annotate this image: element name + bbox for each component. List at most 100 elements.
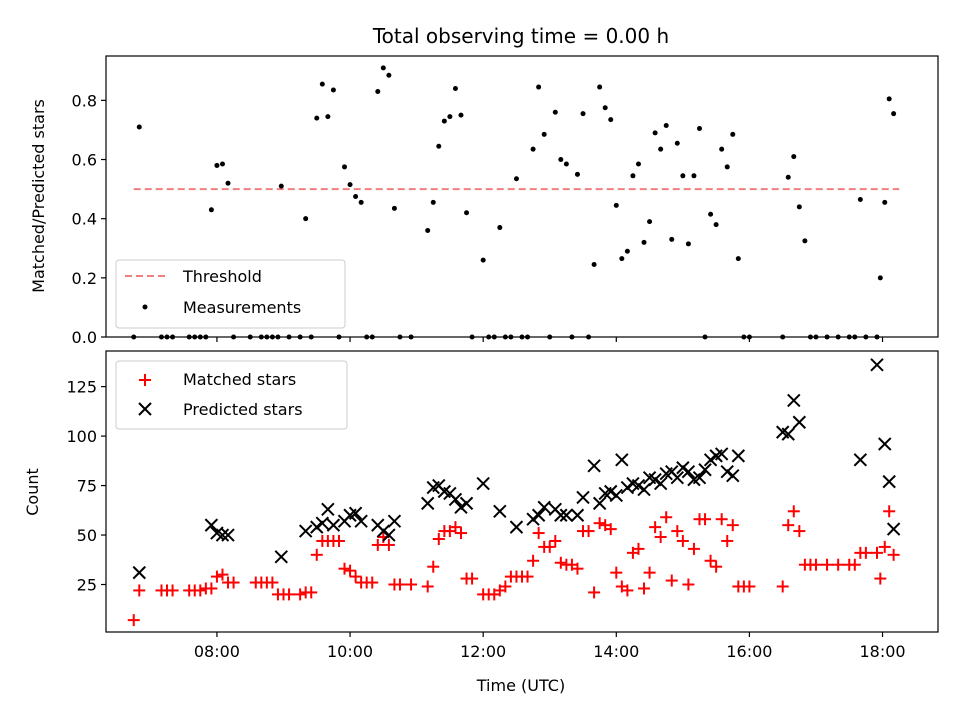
bottom-y-axis-label: Count	[23, 468, 42, 516]
matched-star-point	[210, 570, 223, 583]
top-legend: Threshold Measurements	[115, 259, 346, 329]
predicted-star-b	[476, 476, 490, 491]
predicted-star-b	[310, 520, 324, 534]
predicted-star-point	[420, 496, 435, 511]
predicted-star-b	[620, 480, 635, 495]
predicted-star-point	[882, 474, 896, 489]
predicted-star-b	[853, 453, 868, 467]
measurement-point	[430, 199, 436, 205]
predicted-star-point	[604, 484, 618, 499]
predicted-star-b	[448, 492, 463, 507]
predicted-star-point	[787, 393, 801, 408]
predicted-star-b	[454, 500, 468, 515]
predicted-star-point	[731, 449, 746, 463]
predicted-star-point	[221, 528, 235, 542]
matched-star-point	[266, 576, 279, 589]
matched-star-point	[787, 505, 800, 518]
measurement-point	[680, 173, 686, 179]
measurement-point	[303, 216, 309, 222]
predicted-star-b	[626, 476, 640, 491]
matched-star-point	[166, 584, 179, 597]
bottom-x-tick-label: 10:00	[327, 642, 373, 661]
predicted-star-point	[878, 437, 892, 451]
measurement-point	[730, 131, 736, 137]
measurement-point	[674, 140, 680, 146]
predicted-star-point	[215, 528, 230, 542]
measurement-point	[278, 183, 284, 189]
predicted-star-b	[509, 520, 524, 534]
matched-star-point	[743, 580, 756, 593]
bottom-x-tick-label: 18:00	[859, 642, 905, 661]
measurement-point	[497, 225, 503, 231]
matched-star-point	[610, 566, 623, 579]
chart-title: Total observing time = 0.00 h	[372, 24, 669, 48]
matched-star-point	[382, 538, 395, 551]
predicted-star-b	[537, 500, 551, 515]
predicted-star-point	[493, 504, 507, 518]
measurements-series	[131, 65, 897, 340]
measurement-point	[602, 105, 608, 111]
measurement-point	[225, 180, 231, 186]
measurement-point	[580, 111, 586, 117]
measurement-point	[619, 256, 625, 262]
predicted-star-point	[576, 490, 590, 505]
predicted-star-b	[554, 508, 568, 522]
measurement-point	[219, 161, 225, 167]
measurement-point	[342, 164, 348, 170]
predicted-star-point	[714, 447, 729, 461]
measurement-point	[882, 199, 888, 205]
measurement-point	[330, 87, 336, 93]
matched-star-point	[870, 546, 883, 559]
predicted-star-point	[592, 496, 607, 511]
measurement-point	[208, 207, 214, 213]
matched-star-point	[432, 532, 445, 545]
matched-star-point	[821, 558, 834, 571]
legend-threshold-label: Threshold	[182, 267, 262, 286]
predicted-star-b	[615, 453, 629, 467]
predicted-star-b	[321, 502, 335, 517]
predicted-star-b	[870, 358, 884, 372]
bottom-legend-box	[115, 360, 348, 430]
predicted-star-point	[703, 453, 718, 467]
matched-star-point	[883, 505, 896, 518]
measurement-point	[314, 115, 320, 121]
measurement-point	[353, 194, 359, 199]
bottom-plot-frame	[105, 350, 939, 633]
matched-star-point	[654, 531, 667, 544]
measurement-point	[613, 202, 619, 208]
measurement-point	[886, 96, 892, 102]
predicted-star-point	[132, 565, 146, 580]
measurement-point	[724, 164, 730, 170]
matched-star-point	[393, 578, 406, 591]
matched-star-point	[543, 540, 556, 553]
top-y-tick-label: 0.8	[72, 91, 97, 110]
matched-star-point	[793, 525, 806, 538]
measurement-point	[669, 236, 675, 242]
predicted-star-b	[878, 437, 892, 451]
predicted-star-b	[326, 518, 341, 532]
matched-star-point	[604, 523, 617, 536]
measurement-point	[563, 161, 569, 167]
matched-star-point	[859, 546, 872, 559]
predicted-star-b	[376, 524, 391, 538]
predicted-star-b	[670, 470, 685, 485]
matched-star-point	[454, 527, 467, 540]
legend-measurements-swatch	[142, 304, 148, 310]
legend-predicted-swatch	[138, 402, 152, 416]
matched-star-point	[676, 534, 689, 547]
predicted-star-point	[326, 518, 341, 532]
predicted-star-point	[531, 508, 546, 522]
matched-star-point	[809, 558, 822, 571]
matched-star-point	[874, 572, 887, 585]
matched-star-point	[687, 542, 700, 555]
matched-star-point	[227, 576, 240, 589]
measurement-point	[136, 124, 142, 130]
predicted-star-b	[526, 512, 540, 526]
top-y-tick-label: 0.6	[72, 151, 97, 170]
measurement-point	[624, 248, 630, 254]
predicted-star-point	[321, 502, 335, 517]
measurement-point	[791, 154, 797, 160]
matched-star-point	[205, 582, 218, 595]
predicted-star-b	[703, 453, 718, 467]
legend-matched-label: Matched stars	[183, 370, 296, 389]
